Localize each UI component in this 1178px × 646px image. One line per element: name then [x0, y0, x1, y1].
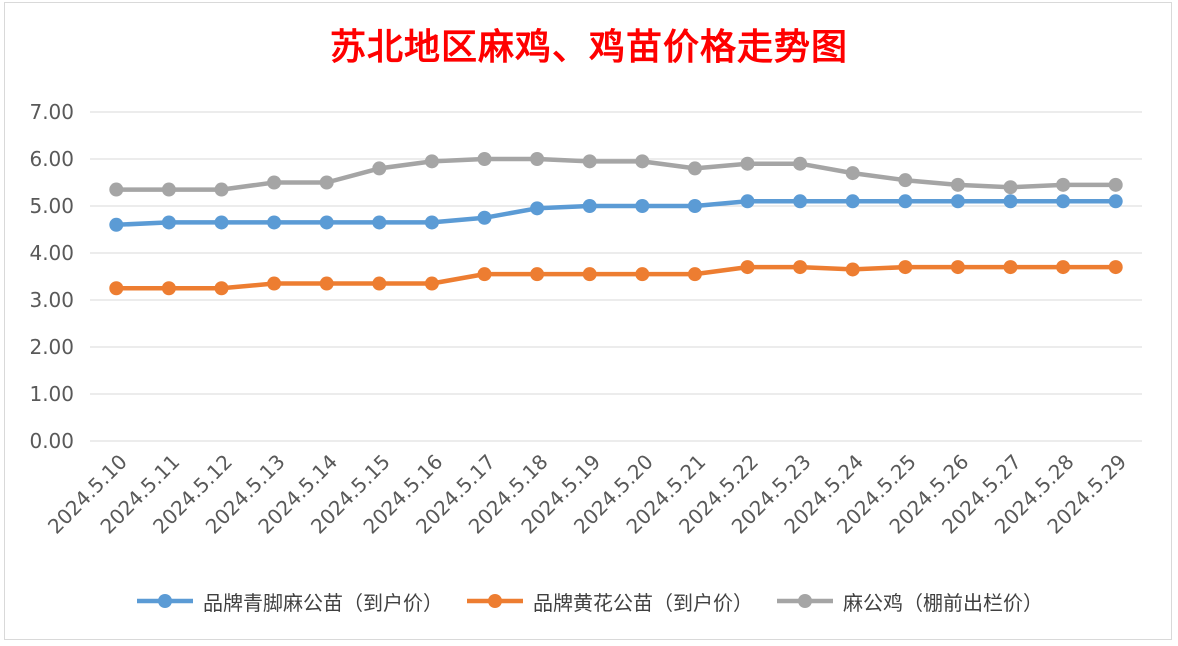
series-1-point — [898, 194, 913, 209]
series-1-point — [372, 215, 387, 230]
series-3-point — [1003, 180, 1018, 195]
chart-legend: 品牌青脚麻公苗（到户价） 品牌黄花公苗（到户价） 麻公鸡（棚前出栏价） — [0, 584, 1178, 618]
series-1-point — [740, 194, 755, 209]
series-2-point — [214, 281, 229, 296]
series-2-point — [687, 267, 702, 282]
series-2-point — [319, 276, 334, 291]
series-3-point — [793, 156, 808, 171]
series-2-point — [109, 281, 124, 296]
y-tick-label: 1.00 — [29, 382, 74, 406]
series-3-point — [214, 182, 229, 197]
series-2-point — [793, 260, 808, 275]
series-1-point — [161, 215, 176, 230]
series-line-3 — [114, 156, 1118, 192]
series-2-point — [635, 267, 650, 282]
legend-label: 品牌青脚麻公苗（到户价） — [203, 590, 443, 615]
series-3-point — [372, 161, 387, 176]
series-2-point — [950, 260, 965, 275]
series-1-point — [424, 215, 439, 230]
y-tick-label: 6.00 — [29, 147, 74, 171]
series-1-point — [1056, 194, 1071, 209]
y-tick-label: 0.00 — [29, 429, 74, 453]
series-2-point — [898, 260, 913, 275]
series-3-point — [477, 152, 492, 166]
series-2-point — [582, 267, 597, 282]
series-3-point — [267, 175, 282, 190]
series-3-point — [845, 166, 860, 181]
legend-label: 麻公鸡（棚前出栏价） — [843, 590, 1043, 615]
series-1-point — [319, 215, 334, 230]
legend-item-1: 品牌青脚麻公苗（到户价） — [135, 587, 443, 616]
series-3-point — [1108, 177, 1123, 192]
y-tick-label: 4.00 — [29, 241, 74, 265]
series-1-point — [214, 215, 229, 230]
legend-swatch — [777, 594, 833, 608]
series-1-point — [1003, 194, 1018, 209]
series-line-1 — [114, 199, 1118, 228]
legend-swatch — [467, 594, 523, 608]
legend-item-3: 麻公鸡（棚前出栏价） — [775, 587, 1043, 616]
chart-title: 苏北地区麻鸡、鸡苗价格走势图 — [329, 26, 848, 68]
y-tick-label: 5.00 — [29, 194, 74, 218]
series-1-point — [267, 215, 282, 230]
series-3-point — [740, 156, 755, 171]
series-1-point — [530, 201, 545, 216]
legend-item-2: 品牌黄花公苗（到户价） — [465, 587, 753, 616]
y-tick-label: 3.00 — [29, 288, 74, 312]
series-2-point — [424, 276, 439, 291]
y-tick-label: 2.00 — [29, 335, 74, 359]
series-3-point — [319, 175, 334, 190]
series-2-point — [372, 276, 387, 291]
series-3-point — [530, 152, 545, 166]
series-2-point — [530, 267, 545, 282]
series-1-point — [950, 194, 965, 209]
series-1-point — [582, 199, 597, 213]
series-2-point — [1108, 260, 1123, 275]
legend-swatch-marker — [488, 594, 502, 608]
series-1-point — [109, 217, 124, 232]
series-2-point — [1003, 260, 1018, 275]
series-line-2 — [114, 264, 1118, 291]
series-1-point — [1108, 194, 1123, 209]
series-1-point — [635, 199, 650, 213]
legend-swatch-marker — [798, 594, 812, 608]
series-3-point — [687, 161, 702, 176]
legend-label: 品牌黄花公苗（到户价） — [533, 590, 753, 615]
series-3-point — [161, 182, 176, 197]
series-3-point — [1056, 177, 1071, 192]
series-2-point — [845, 262, 860, 277]
series-2-point — [477, 267, 492, 282]
series-1-point — [845, 194, 860, 209]
y-tick-label: 7.00 — [29, 100, 74, 124]
series-1-point — [687, 199, 702, 213]
series-3-point — [424, 154, 439, 169]
series-2-point — [161, 281, 176, 296]
legend-swatch-marker — [158, 594, 172, 608]
series-2-point — [267, 276, 282, 291]
chart-frame — [4, 2, 1172, 640]
legend-swatch — [137, 594, 193, 608]
series-1-point — [477, 210, 492, 225]
series-3-point — [898, 173, 913, 188]
series-1-point — [793, 194, 808, 209]
series-3-point — [635, 154, 650, 169]
series-3-point — [109, 182, 124, 197]
series-3-point — [950, 177, 965, 192]
series-2-point — [1056, 260, 1071, 275]
series-3-point — [582, 154, 597, 169]
series-2-point — [740, 260, 755, 275]
